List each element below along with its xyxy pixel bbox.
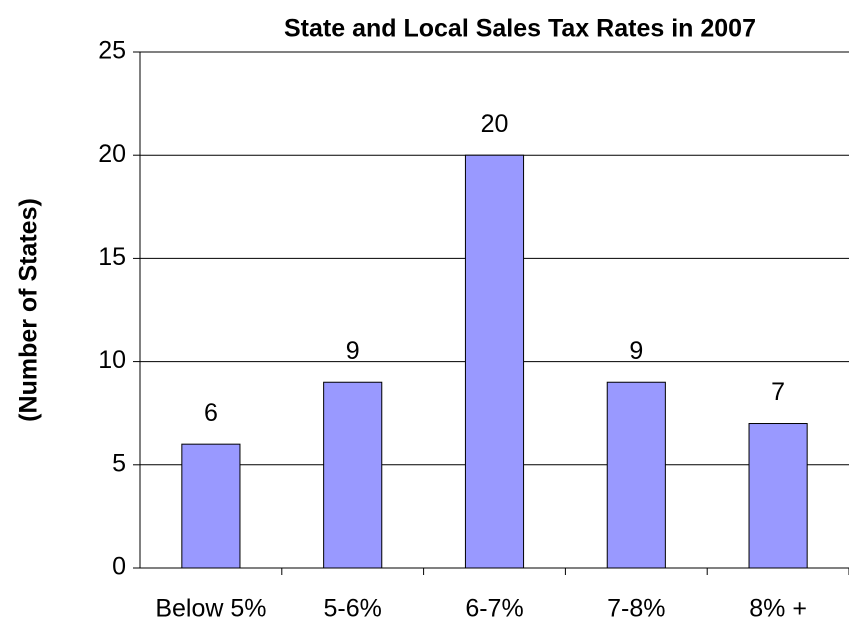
data-label: 9 bbox=[346, 337, 360, 365]
bar bbox=[606, 381, 666, 569]
data-label: 9 bbox=[629, 337, 643, 365]
bar bbox=[748, 423, 808, 569]
x-tick-label: 8% + bbox=[749, 595, 807, 623]
data-label: 20 bbox=[481, 110, 509, 138]
data-label: 6 bbox=[204, 399, 218, 427]
y-tick-label: 15 bbox=[98, 243, 126, 271]
y-tick-label: 20 bbox=[98, 140, 126, 168]
y-tick-label: 25 bbox=[98, 37, 126, 65]
x-tick-label: Below 5% bbox=[155, 595, 266, 623]
y-tick-label: 5 bbox=[112, 449, 126, 477]
x-tick-label: 5-6% bbox=[324, 595, 382, 623]
bar bbox=[323, 381, 383, 569]
bar bbox=[464, 154, 525, 569]
data-label: 7 bbox=[771, 378, 785, 406]
y-tick-label: 10 bbox=[98, 346, 126, 374]
chart-title: State and Local Sales Tax Rates in 2007 bbox=[284, 15, 756, 43]
y-axis-label: (Number of States) bbox=[15, 198, 43, 422]
y-tick-label: 0 bbox=[112, 553, 126, 581]
bar bbox=[181, 443, 241, 569]
x-tick-label: 6-7% bbox=[465, 595, 523, 623]
x-tick-label: 7-8% bbox=[607, 595, 665, 623]
